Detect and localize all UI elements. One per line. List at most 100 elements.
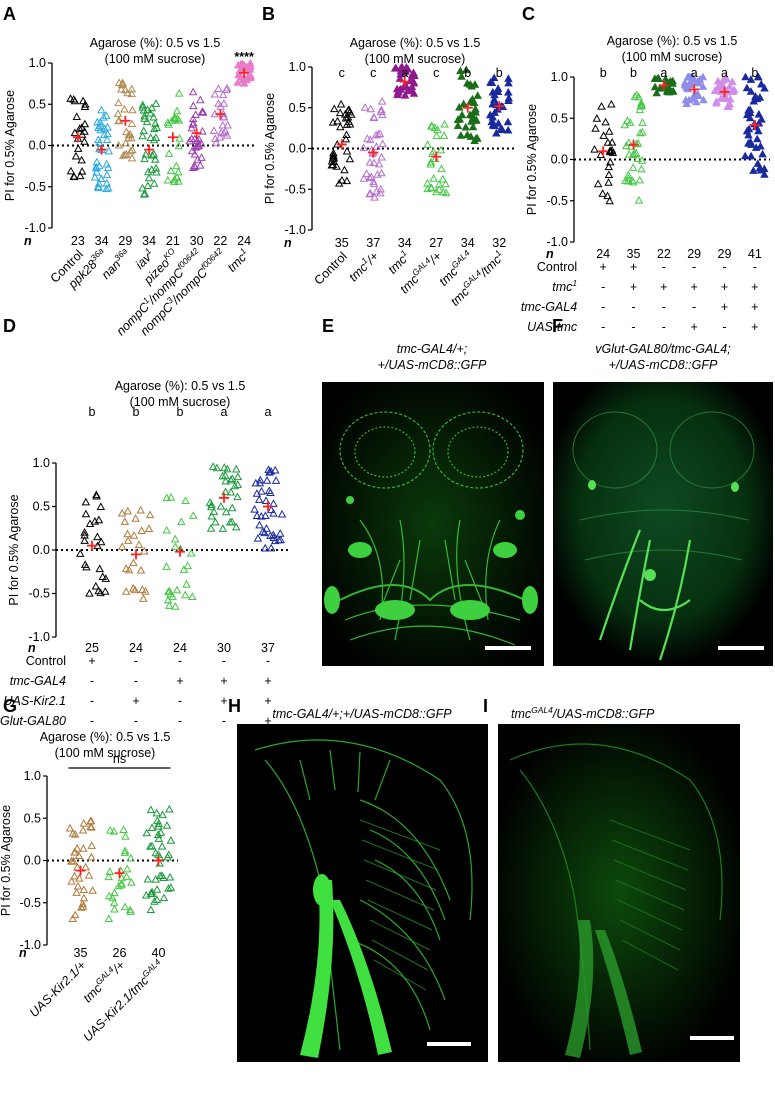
data-point xyxy=(365,173,375,182)
micrograph-f-neurons xyxy=(598,529,692,661)
data-point xyxy=(151,848,160,857)
data-point xyxy=(121,85,130,94)
data-point xyxy=(134,540,144,549)
data-point xyxy=(162,562,171,570)
data-point xyxy=(73,144,83,152)
mean-marker xyxy=(431,151,442,162)
data-point xyxy=(266,531,275,539)
data-point xyxy=(262,476,272,484)
data-point xyxy=(222,83,232,92)
data-point xyxy=(620,120,629,129)
significance-annotation: ns xyxy=(113,752,126,766)
data-point xyxy=(742,110,752,119)
mean-marker xyxy=(120,115,131,126)
data-point xyxy=(492,128,501,137)
data-point xyxy=(154,822,163,830)
data-point xyxy=(92,167,101,176)
genotype-value: + xyxy=(751,320,758,334)
data-point xyxy=(123,536,133,544)
data-point xyxy=(123,506,133,515)
data-point xyxy=(345,154,355,163)
data-point xyxy=(652,88,661,97)
data-point xyxy=(179,565,189,573)
data-point xyxy=(266,543,276,552)
n-label-header: n xyxy=(24,234,32,248)
genotype-value: + xyxy=(220,674,227,688)
data-point xyxy=(490,108,499,116)
data-point xyxy=(137,526,146,534)
micrograph-e-title-line2: +/UAS-mCD8::GFP xyxy=(378,358,487,372)
genotype-row-label: tmc1 xyxy=(552,278,577,294)
y-tick-label: 0.5 xyxy=(24,811,41,825)
data-point xyxy=(96,588,105,597)
data-point xyxy=(94,179,104,187)
data-point xyxy=(471,116,480,124)
genotype-value: - xyxy=(134,654,138,668)
micrograph-h: tmc-GAL4/+;+/UAS-mCD8::GFP xyxy=(237,707,488,1062)
data-point xyxy=(456,131,466,139)
data-point xyxy=(438,174,448,183)
data-point xyxy=(140,546,149,555)
data-point xyxy=(753,159,763,167)
y-tick-label: 0.5 xyxy=(33,500,50,514)
data-point xyxy=(72,112,81,120)
data-point xyxy=(166,166,176,175)
data-point xyxy=(170,534,180,543)
data-point xyxy=(198,108,208,116)
data-point xyxy=(396,63,406,72)
y-axis-label: PI for 0.5% Agarose xyxy=(525,104,539,215)
stat-letter: c xyxy=(433,66,439,80)
n-label-header: n xyxy=(28,641,36,655)
data-point xyxy=(257,486,266,495)
data-point xyxy=(432,187,441,196)
data-point xyxy=(128,105,137,114)
y-tick-label: -1.0 xyxy=(284,223,306,237)
data-point xyxy=(70,847,80,856)
data-point xyxy=(359,143,368,152)
n-label: 23 xyxy=(71,234,85,248)
data-point xyxy=(119,825,128,833)
data-point xyxy=(632,139,641,148)
data-point xyxy=(330,104,339,113)
data-point xyxy=(124,130,134,139)
data-point xyxy=(189,101,198,110)
data-point xyxy=(121,587,131,595)
data-point xyxy=(99,112,108,121)
data-point xyxy=(489,73,499,82)
genotype-value: - xyxy=(662,320,666,334)
data-point xyxy=(126,907,135,915)
data-point xyxy=(231,522,241,531)
data-point xyxy=(128,583,138,592)
data-point xyxy=(630,92,640,100)
mean-marker xyxy=(153,855,164,866)
data-point xyxy=(591,124,600,132)
data-point xyxy=(337,175,347,184)
data-point xyxy=(81,100,90,108)
n-label-header: n xyxy=(546,247,554,261)
data-point xyxy=(70,871,79,880)
n-label: 24 xyxy=(173,641,187,655)
data-point xyxy=(147,823,157,831)
data-point xyxy=(138,100,147,109)
data-point xyxy=(170,177,179,186)
data-point xyxy=(94,135,103,144)
data-point xyxy=(122,127,131,136)
data-point xyxy=(69,94,78,103)
data-point xyxy=(206,524,216,532)
genotype-value: - xyxy=(692,260,696,274)
genotype-value: - xyxy=(631,300,635,314)
data-point xyxy=(87,822,96,831)
data-point xyxy=(684,72,693,81)
chart-g: Agarose (%): 0.5 vs 1.5 (100 mM sucrose) -… xyxy=(0,730,178,1044)
data-point xyxy=(754,109,764,118)
data-point xyxy=(436,145,446,154)
n-label: 24 xyxy=(129,641,143,655)
data-point xyxy=(181,496,190,505)
data-point xyxy=(127,119,137,127)
data-point xyxy=(117,879,126,887)
data-point xyxy=(710,86,720,94)
data-point xyxy=(261,511,270,520)
data-point xyxy=(455,103,464,111)
data-point xyxy=(223,120,232,129)
data-point xyxy=(96,502,106,510)
